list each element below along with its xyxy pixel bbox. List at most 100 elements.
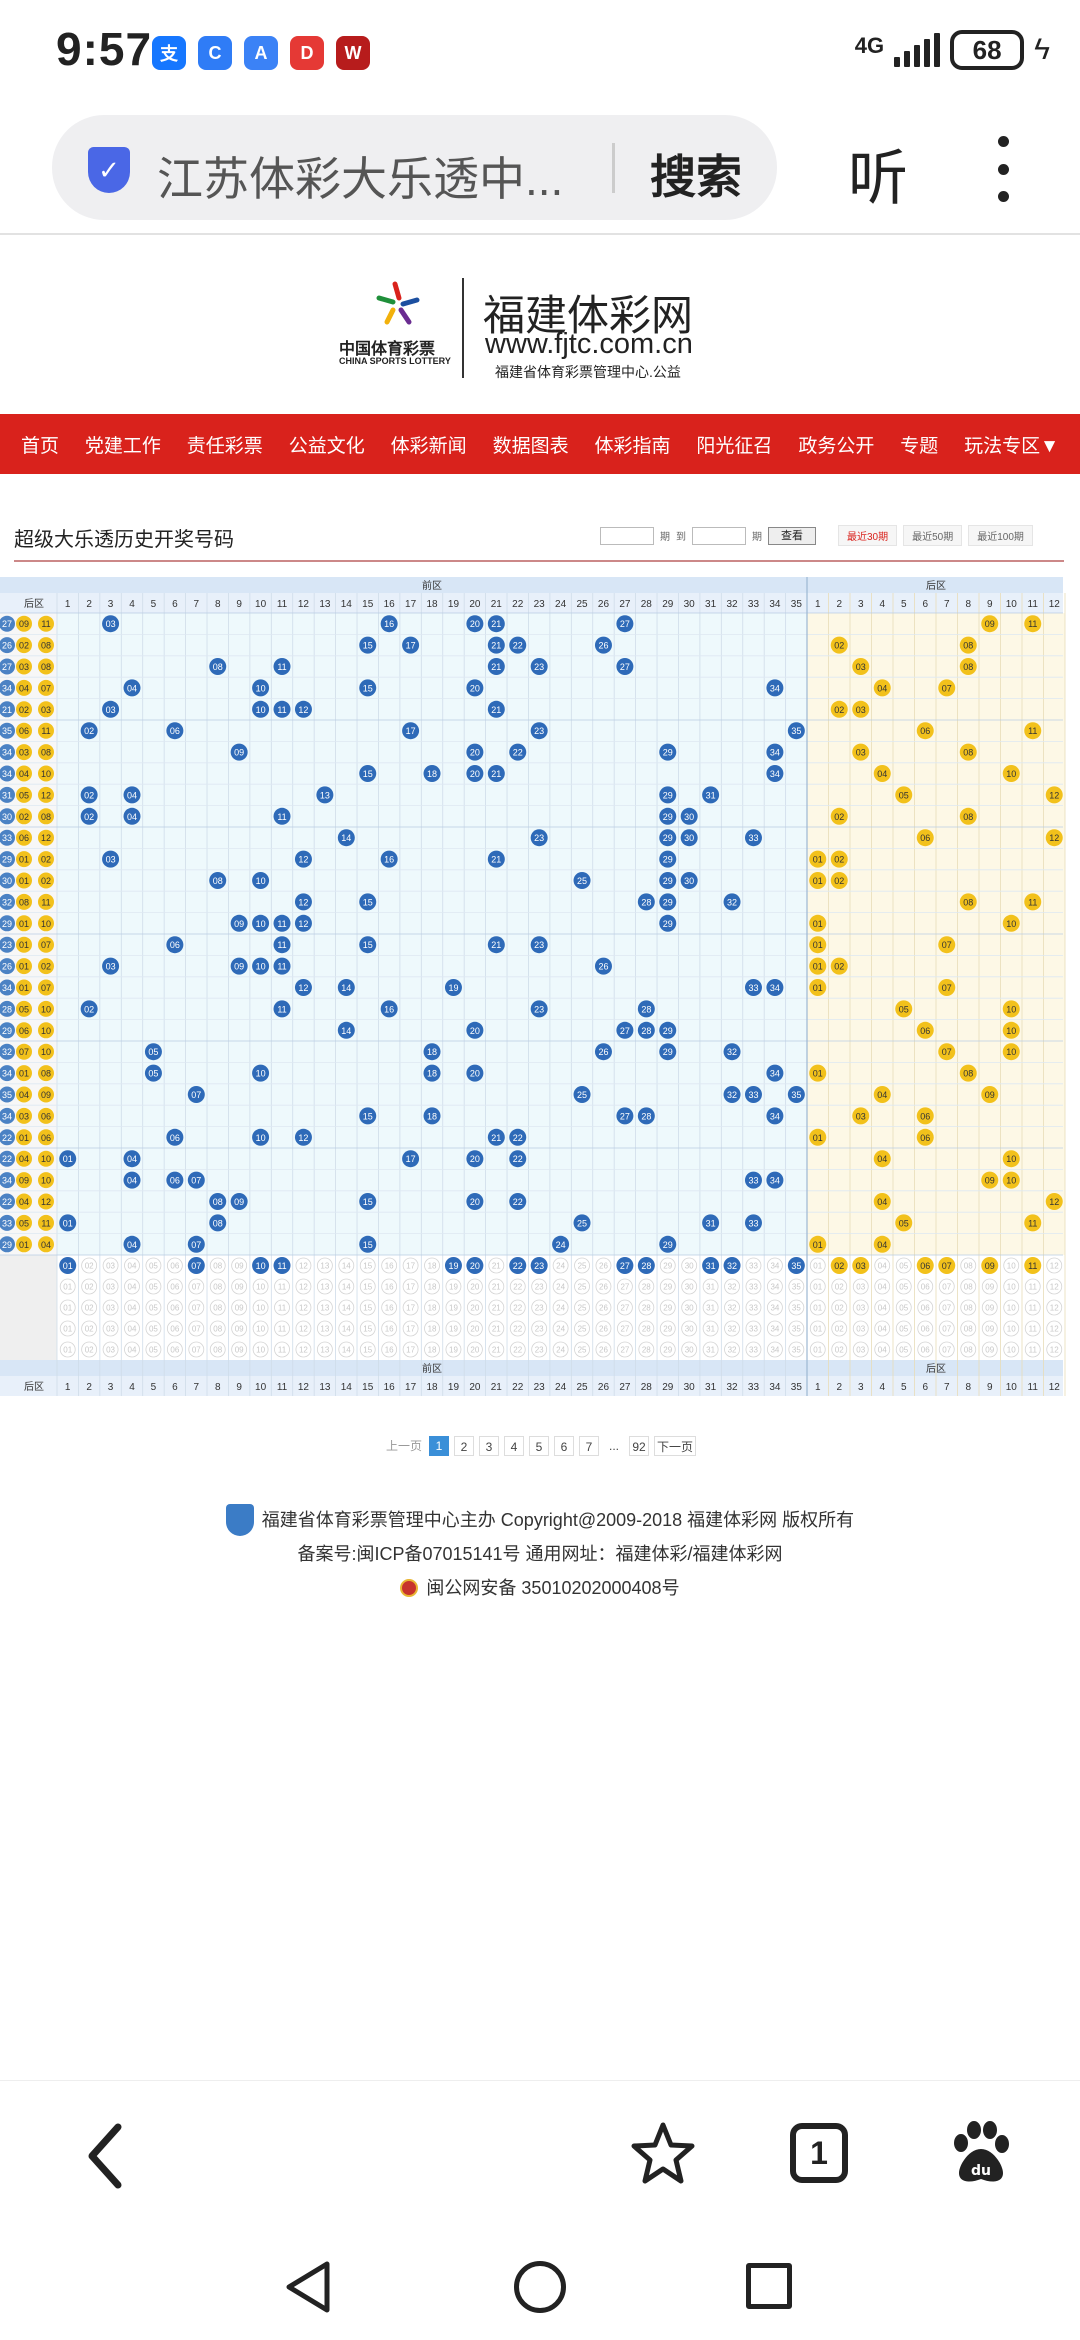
summary-front-3-32-ball xyxy=(724,1320,740,1337)
address-bar[interactable]: ✓ 江苏体彩大乐透中... 搜索 xyxy=(52,115,777,220)
left-cell-9-0: 30 xyxy=(2,812,12,822)
zone-header-row xyxy=(0,577,1063,593)
front-ball-7-34-ball xyxy=(766,765,784,782)
summary-front-1-24-ball xyxy=(552,1278,569,1295)
summary-front-3-26-ball xyxy=(595,1320,612,1337)
tabs-button[interactable]: 1 xyxy=(790,2123,848,2183)
back-ball-18-10-ball xyxy=(1002,1000,1020,1018)
back-ball-28-11-ball xyxy=(1024,1214,1042,1232)
more-menu-icon[interactable] xyxy=(996,136,1010,202)
left-cell-24-1: 01 xyxy=(19,1133,29,1143)
nav-item-4[interactable]: 体彩新闻 xyxy=(390,435,467,457)
front-ball-18-23: 23 xyxy=(534,1004,544,1014)
page-4-button[interactable]: 4 xyxy=(504,1436,524,1456)
back-ball-27-12: 12 xyxy=(1049,1197,1059,1207)
front-col-35-top: 35 xyxy=(791,599,803,610)
summary-front-4-22-ball xyxy=(509,1341,526,1358)
summary-front-1-18: 18 xyxy=(428,1283,437,1292)
page-6-button[interactable]: 6 xyxy=(554,1436,574,1456)
front-ball-15-23: 23 xyxy=(534,940,544,950)
summary-front-1-16-ball xyxy=(381,1278,398,1295)
baidu-paw-icon[interactable]: du xyxy=(945,2117,1017,2189)
front-ball-0-20: 20 xyxy=(470,619,480,629)
back-ball-23-6: 06 xyxy=(920,1111,930,1121)
front-ball-29-4-ball xyxy=(123,1235,141,1253)
front-col-31-bottom: 31 xyxy=(705,1382,717,1393)
prev-page-button[interactable]: 上一页 xyxy=(385,1439,422,1453)
nav-item-8[interactable]: 政务公开 xyxy=(798,435,875,457)
left-cell-ball xyxy=(38,851,54,868)
back-arrow-icon[interactable] xyxy=(78,2121,138,2191)
url-text[interactable]: 江苏体彩大乐透中... xyxy=(157,153,564,205)
front-ball-16-10: 10 xyxy=(256,962,266,972)
page-7-button[interactable]: 7 xyxy=(579,1436,599,1456)
front-ball-3-10-ball xyxy=(252,679,270,697)
range-50-button[interactable]: 最近50期 xyxy=(903,525,963,546)
summary-front-1-8: 08 xyxy=(213,1283,222,1292)
summary-front-3-9-ball xyxy=(231,1320,248,1337)
nav-item-0[interactable]: 首页 xyxy=(20,435,59,457)
range-100-button[interactable]: 最近100期 xyxy=(968,525,1033,546)
page-last-button[interactable]: 92 xyxy=(629,1436,649,1456)
page-1-button[interactable]: 1 xyxy=(429,1436,449,1456)
left-cell-ball xyxy=(38,765,54,782)
summary-front-3-17-ball xyxy=(402,1320,419,1337)
summary-front-0-30-ball xyxy=(681,1257,698,1274)
page-5-button[interactable]: 5 xyxy=(529,1436,549,1456)
front-col-13-top: 13 xyxy=(319,599,331,610)
start-period-input[interactable] xyxy=(600,526,654,545)
next-page-button[interactable]: 下一页 xyxy=(654,1436,697,1456)
front-ball-29-7-ball xyxy=(187,1235,205,1253)
nav-item-2[interactable]: 责任彩票 xyxy=(186,435,263,457)
nav-item-5[interactable]: 数据图表 xyxy=(492,435,569,457)
left-cell-6-2: 08 xyxy=(41,748,51,758)
nav-home-icon[interactable] xyxy=(514,2261,566,2313)
nav-item-3[interactable]: 公益文化 xyxy=(288,435,365,457)
summary-front-0-25-ball xyxy=(574,1257,590,1274)
front-ball-24-21-ball xyxy=(487,1128,505,1146)
page-2-button[interactable]: 2 xyxy=(454,1436,474,1456)
left-cell-10-2: 12 xyxy=(41,833,51,843)
summary-front-4-23-ball xyxy=(531,1341,548,1358)
nav-item-10[interactable]: 玩法专区▼ xyxy=(964,435,1059,457)
front-col-27-top: 27 xyxy=(619,599,631,610)
summary-front-3-33-ball xyxy=(745,1320,762,1337)
back-col-7-bottom: 7 xyxy=(944,1382,950,1393)
summary-front-1-2-ball xyxy=(81,1278,98,1295)
left-cell-14-1: 01 xyxy=(19,919,29,929)
nav-item-9[interactable]: 专题 xyxy=(900,435,939,457)
search-button[interactable]: 搜索 xyxy=(650,151,742,203)
back-ball-25-10-ball xyxy=(1002,1150,1020,1168)
back-ball-4-2-ball xyxy=(830,700,848,718)
back-ball-24-1-ball xyxy=(809,1128,827,1146)
front-ball-21-20-ball xyxy=(466,1064,484,1082)
summary-front-1-32-ball xyxy=(724,1278,740,1295)
nav-item-1[interactable]: 党建工作 xyxy=(84,435,161,457)
nav-item-7[interactable]: 阳光征召 xyxy=(696,435,773,457)
bookmark-star-icon[interactable] xyxy=(628,2119,698,2189)
nav-recents-icon[interactable] xyxy=(746,2263,792,2309)
summary-front-1-31-ball xyxy=(702,1278,719,1295)
front-col-5-top: 5 xyxy=(151,599,157,610)
end-period-input[interactable] xyxy=(692,526,746,545)
page-title: 超级大乐透历史开奖号码 xyxy=(14,529,234,551)
front-ball-21-20: 20 xyxy=(470,1069,480,1079)
summary-back-3-10-ball xyxy=(1003,1320,1020,1337)
front-ball-13-12-ball xyxy=(294,893,312,911)
front-col-19-bottom: 19 xyxy=(448,1382,460,1393)
range-30-button[interactable]: 最近30期 xyxy=(838,525,898,546)
query-button[interactable]: 查看 xyxy=(768,526,816,545)
nav-item-6[interactable]: 体彩指南 xyxy=(594,435,671,457)
listen-button[interactable]: 听 xyxy=(848,145,908,212)
front-col-18-top: 18 xyxy=(426,599,438,610)
front-col-18-bottom: 18 xyxy=(426,1382,438,1393)
summary-back-0-7: 07 xyxy=(942,1261,952,1271)
back-ball-15-7-ball xyxy=(938,936,956,954)
summary-back-2-10-ball xyxy=(1003,1299,1020,1316)
nav-back-icon[interactable] xyxy=(283,2260,333,2314)
front-ball-14-12: 12 xyxy=(298,919,308,929)
summary-front-4-28-ball xyxy=(638,1341,655,1358)
page-3-button[interactable]: 3 xyxy=(479,1436,499,1456)
summary-front-3-30: 30 xyxy=(685,1325,694,1334)
site-logo[interactable]: 中国体育彩票 CHINA SPORTS LOTTERY 福建体彩网 www.fj… xyxy=(335,270,710,382)
